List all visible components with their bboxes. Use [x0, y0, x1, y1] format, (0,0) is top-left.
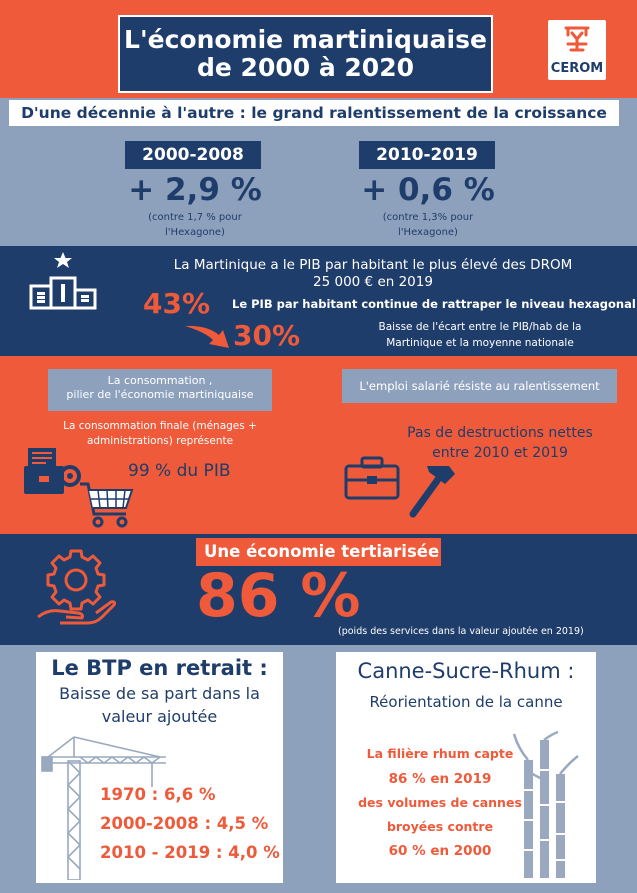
- emploi-title: L'emploi salarié résiste au ralentisseme…: [342, 369, 617, 403]
- podium-icon: [29, 252, 97, 310]
- btp-stat-3: 2010 - 2019 : 4,0 %: [100, 843, 280, 862]
- period1-note-line1: (contre 1,7 % pour: [148, 212, 242, 223]
- emploi-text-line1: Pas de destructions nettes: [407, 425, 593, 441]
- conso-title-line2: pilier de l'économie martiniquaise: [66, 388, 254, 401]
- pib-note-line1: Baisse de l'écart entre le PIB/hab de la: [378, 321, 582, 333]
- hammer-icon: [409, 466, 455, 518]
- shopping-cart-icon: [80, 482, 134, 528]
- btp-sub-line1: Baisse de sa part dans la: [59, 684, 260, 703]
- growth-banner: D'une décennie à l'autre : le grand rale…: [9, 100, 619, 126]
- toolbox-icon: [344, 456, 400, 500]
- pib-note-line2: Martinique et la moyenne nationale: [386, 337, 574, 349]
- canne-line-3: des volumes de cannes: [358, 795, 522, 810]
- period2-note-line2: l'Hexagone): [398, 227, 458, 238]
- period2-note-line1: (contre 1,3% pour: [382, 212, 474, 223]
- title-box: L'économie martiniquaise de 2000 à 2020: [118, 15, 493, 93]
- cerom-logo-icon: [564, 26, 590, 52]
- btp-title: Le BTP en retrait :: [51, 656, 268, 680]
- canne-sub: Réorientation de la canne: [369, 693, 563, 711]
- cerom-logo: CEROM: [548, 20, 606, 80]
- emploi-text-line2: entre 2010 et 2019: [432, 445, 568, 461]
- pib-line-2: 25 000 € en 2019: [313, 274, 433, 290]
- period1-value: + 2,9 %: [128, 172, 262, 208]
- conso-text-line2: administrations) représente: [86, 435, 234, 447]
- documents-icon: [24, 448, 81, 494]
- pib-subtitle: Le PIB par habitant continue de rattrape…: [232, 297, 636, 311]
- period2-label: 2010-2019: [359, 141, 495, 169]
- construction-crane-icon: [41, 736, 166, 880]
- tertiaire-title: Une économie tertiarisée: [196, 538, 441, 566]
- btp-sub-line2: valeur ajoutée: [101, 707, 218, 726]
- canne-title: Canne-Sucre-Rhum :: [357, 659, 575, 683]
- period1-note-line2: l'Hexagone): [165, 227, 225, 238]
- sugar-cane-icon: [512, 730, 579, 878]
- tertiaire-note: (poids des services dans la valeur ajout…: [338, 626, 584, 637]
- conso-title-box: La consommation , pilier de l'économie m…: [48, 369, 272, 411]
- btp-stat-1: 1970 : 6,6 %: [100, 785, 216, 804]
- conso-title-line1: La consommation ,: [107, 374, 213, 387]
- conso-value: 99 % du PIB: [128, 461, 231, 481]
- pib-line-1: La Martinique a le PIB par habitant le p…: [173, 257, 573, 273]
- downward-arrow-icon: [185, 325, 229, 348]
- pib-section: [0, 246, 637, 356]
- btp-card: [36, 652, 283, 883]
- canne-line-2: 86 % en 2019: [388, 771, 492, 787]
- canne-card: [336, 652, 596, 883]
- canne-line-1: La filière rhum capte: [366, 746, 514, 761]
- logo-text: CEROM: [550, 61, 604, 76]
- growth-banner-text: D'une décennie à l'autre : le grand rale…: [21, 104, 607, 122]
- tertiaire-value: 86 %: [196, 561, 361, 631]
- period1-label: 2000-2008: [125, 141, 261, 169]
- gear-hand-icon: [37, 549, 117, 625]
- pib-pct-before: 43%: [143, 287, 211, 320]
- period2-value: + 0,6 %: [361, 172, 495, 208]
- conso-text-line1: La consommation finale (ménages +: [63, 420, 257, 432]
- title-line-2: de 2000 à 2020: [197, 53, 414, 82]
- title-line-1: L'économie martiniquaise: [124, 25, 487, 54]
- canne-line-4: broyées contre: [386, 819, 494, 834]
- pib-pct-after: 30%: [233, 319, 301, 352]
- canne-line-5: 60 % en 2000: [388, 843, 492, 859]
- btp-stat-2: 2000-2008 : 4,5 %: [100, 814, 269, 833]
